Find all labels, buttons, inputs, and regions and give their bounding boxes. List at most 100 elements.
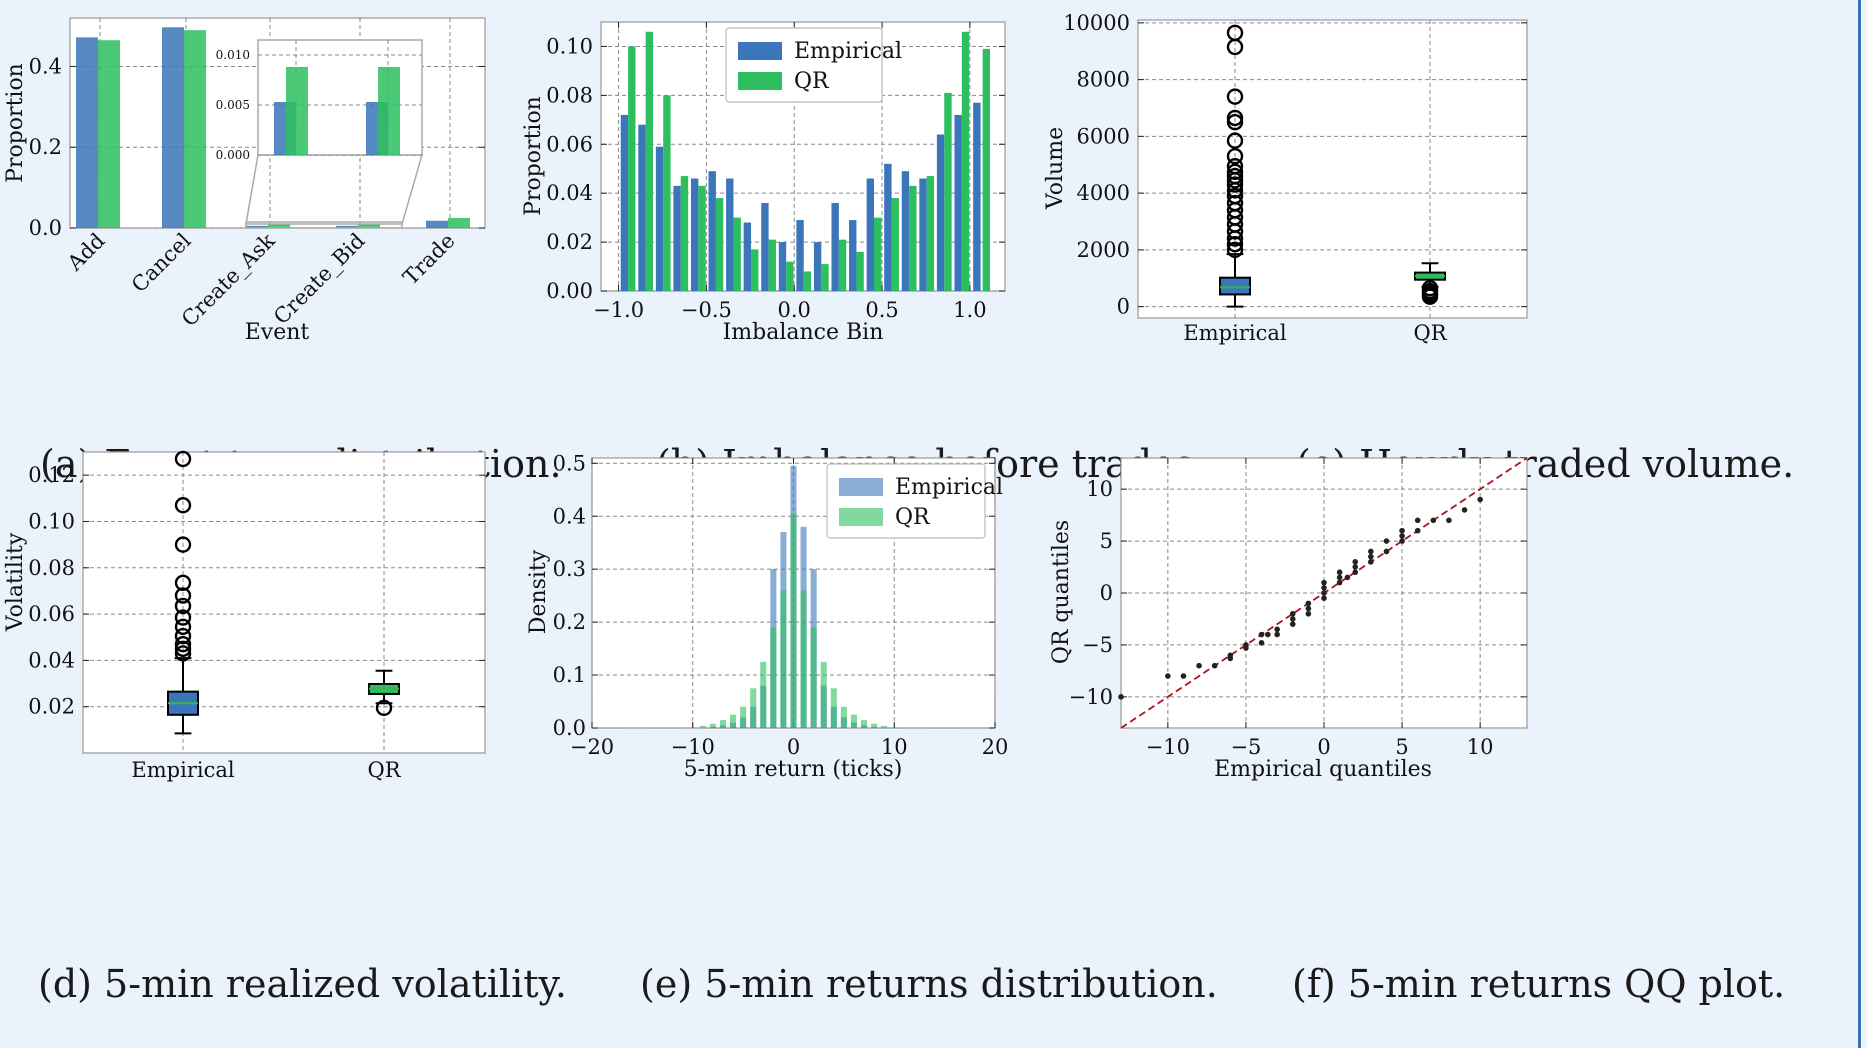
box-outlier <box>375 699 393 717</box>
qq-point <box>1305 605 1312 612</box>
inset-source-box <box>245 221 403 229</box>
panel-e: 0.0 0.1 0.2 0.3 0.4 0.5 −20 −10 0 10 20 Empirical QR… <box>526 451 1240 980</box>
hist-bar-qr <box>881 725 888 728</box>
box-outlier <box>174 640 192 658</box>
y-tick-label: 10 <box>1086 477 1113 501</box>
qq-point <box>1180 673 1187 679</box>
y-tick-label: 0.10 <box>28 509 75 533</box>
box-outlier <box>1226 113 1244 131</box>
y-tick-label: 0.0 <box>29 216 62 240</box>
qq-point <box>1399 533 1405 539</box>
bar-qr <box>838 239 847 291</box>
bar-qr <box>751 249 759 291</box>
y-tick-label: 0.10 <box>546 34 593 58</box>
box-outlier <box>1226 236 1244 253</box>
hist-bar-qr <box>730 714 737 728</box>
box-outlier <box>174 618 192 636</box>
x-tick-label: 0 <box>1317 735 1330 759</box>
box-outlier <box>174 497 192 514</box>
bar-empirical <box>973 102 981 291</box>
panel-b: 0.00 0.02 0.04 0.06 0.08 0.10 −1.0 −0.5 0.0 0.5 1.… <box>521 0 1240 500</box>
bar-empirical <box>831 202 839 291</box>
y-axis-label: QR quantiles <box>1049 520 1074 664</box>
x-tick-label: −1.0 <box>593 298 644 322</box>
qq-point <box>1321 579 1327 586</box>
hist-bar-qr <box>850 714 857 728</box>
x-tick-label: 0.5 <box>865 298 898 322</box>
y-tick-label: 5 <box>1100 529 1113 553</box>
box-outlier <box>1226 182 1244 199</box>
bar-qr <box>698 185 706 291</box>
bar-qr <box>358 224 380 228</box>
qq-point <box>1289 610 1296 617</box>
y-axis-label: Volume <box>1043 127 1068 210</box>
y-tick-label: 0.1 <box>553 663 586 687</box>
bar-qr <box>873 217 882 291</box>
bar-qr <box>680 176 689 291</box>
y-tick-label: 0.02 <box>546 230 593 254</box>
bar-empirical <box>743 222 752 291</box>
x-tick-label: −10 <box>1146 735 1190 759</box>
hist-bar-qr <box>699 725 706 728</box>
x-tick-label: −0.5 <box>681 298 732 322</box>
bar-empirical <box>426 220 448 228</box>
bar-empirical <box>796 220 804 291</box>
hist-bar-qr <box>770 627 777 728</box>
legend-swatch <box>839 478 883 496</box>
bar-empirical <box>936 134 945 291</box>
chart-hourly-volume: 0 2000 4000 6000 8000 10000 Empirical QR Volume <box>1043 11 1528 345</box>
y-tick-label: 0 <box>1100 581 1113 605</box>
inset-y-tick-label: 0.000 <box>216 148 250 162</box>
y-axis-label: Volatility <box>3 532 28 632</box>
box-outlier <box>174 597 192 615</box>
x-tick-label: −5 <box>1230 735 1261 759</box>
x-tick-label: 10 <box>1467 735 1494 759</box>
bar-empirical <box>336 225 358 228</box>
bar-qr <box>926 176 935 291</box>
qq-point <box>1258 631 1265 638</box>
qq-point <box>1344 574 1351 581</box>
bar-empirical <box>919 178 927 291</box>
panel-c: 0 2000 4000 6000 8000 10000 Empirical QR Volume <box>1043 0 1860 500</box>
qq-point <box>1274 626 1280 633</box>
bar-empirical <box>638 124 646 291</box>
hist-bar-qr <box>861 720 868 728</box>
legend-label: QR <box>794 69 830 94</box>
qq-point <box>1352 569 1359 576</box>
qq-point <box>1321 595 1327 601</box>
inset-bar-qr <box>378 67 400 155</box>
bar-qr <box>856 251 864 291</box>
bar-qr <box>803 271 812 291</box>
chart-imbalance: 0.00 0.02 0.04 0.06 0.08 0.10 −1.0 −0.5 0.0 0.5 1.… <box>521 21 1006 345</box>
hist-bar-qr <box>810 627 817 728</box>
hist-bar-qr <box>709 723 716 728</box>
hist-bar-qr <box>840 706 847 728</box>
bar-qr <box>944 92 952 291</box>
box-outlier <box>174 627 192 645</box>
x-tick-label: 10 <box>881 735 908 759</box>
panel-a: 0.0 0.2 0.4 Add Cancel Create_Ask Create_Bid Tr… <box>0 0 620 500</box>
panel-f: −10 −5 0 5 10 −10 −5 0 5 10 Empirical quantiles QR … <box>1049 457 1860 980</box>
bar-empirical <box>884 163 892 291</box>
qq-point <box>1289 616 1296 622</box>
y-axis-label: Proportion <box>521 96 546 216</box>
chart-qq-plot: −10 −5 0 5 10 −10 −5 0 5 10 Empirical quantiles QR … <box>1049 457 1528 782</box>
x-axis-label: 5-min return (ticks) <box>684 757 903 782</box>
qq-point <box>1264 631 1271 638</box>
y-tick-label: 0.2 <box>29 135 62 159</box>
qq-point <box>1118 694 1124 700</box>
bar-qr <box>184 30 206 228</box>
plot-frame <box>82 451 486 754</box>
x-axis-label: Imbalance Bin <box>723 320 884 345</box>
qq-point <box>1211 662 1218 669</box>
x-axis-label: Event <box>245 320 310 345</box>
x-tick-label: Add <box>62 229 109 276</box>
qq-point <box>1383 538 1390 544</box>
hist-bar-qr <box>820 661 827 728</box>
qq-point <box>1352 564 1359 570</box>
hist-bar-qr <box>750 688 757 728</box>
hist-bar-qr <box>780 590 787 728</box>
bar-qr <box>733 217 741 291</box>
chart-realized-volatility: 0.02 0.04 0.06 0.08 0.10 0.12 Empirical QR Volat… <box>3 450 486 782</box>
